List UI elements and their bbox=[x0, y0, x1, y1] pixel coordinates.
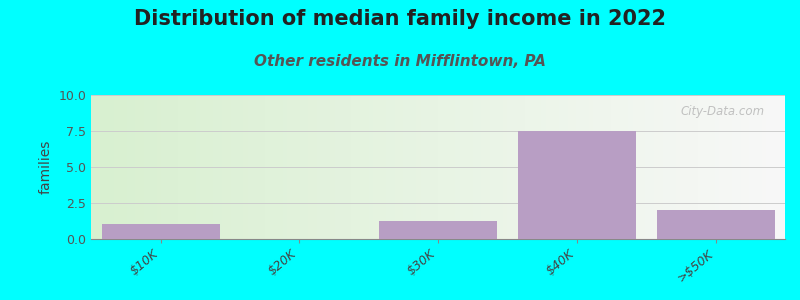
Y-axis label: families: families bbox=[39, 140, 53, 194]
Bar bbox=[102, 224, 220, 238]
Text: Other residents in Mifflintown, PA: Other residents in Mifflintown, PA bbox=[254, 54, 546, 69]
Bar bbox=[518, 131, 636, 239]
Text: City-Data.com: City-Data.com bbox=[680, 105, 764, 118]
Text: Distribution of median family income in 2022: Distribution of median family income in … bbox=[134, 9, 666, 29]
Bar bbox=[657, 210, 774, 238]
Bar bbox=[379, 220, 497, 238]
